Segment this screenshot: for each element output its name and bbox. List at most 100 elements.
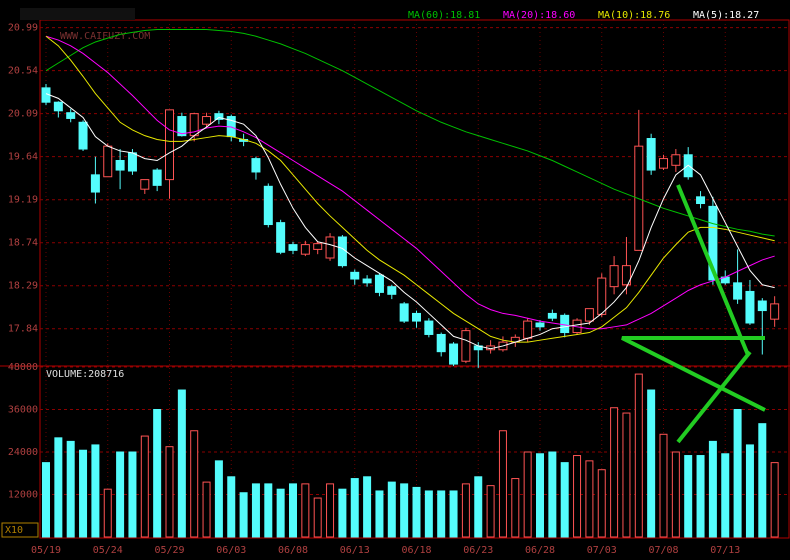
volume-bar xyxy=(202,481,211,538)
volume-bar xyxy=(251,483,260,538)
legend-entry: MA(60):18.81 xyxy=(408,10,480,21)
candle-body xyxy=(90,174,100,193)
x-tick-label: 06/03 xyxy=(216,545,246,556)
candle-body xyxy=(560,314,570,334)
volume-bar xyxy=(696,455,705,538)
volume-bar xyxy=(573,455,582,538)
y-tick-label: 19.64 xyxy=(8,152,38,163)
legend-entry: MA(10):18.76 xyxy=(598,10,670,21)
y-tick-label: 18.74 xyxy=(8,238,38,249)
redacted-title xyxy=(20,8,135,20)
volume-bar xyxy=(264,483,273,538)
candle-body xyxy=(708,205,718,281)
candle-body xyxy=(374,274,384,293)
candle-body xyxy=(140,179,150,190)
candle-body xyxy=(53,101,63,112)
volume-bar xyxy=(560,462,569,538)
volume-bar xyxy=(301,483,310,538)
volume-bar xyxy=(597,469,606,538)
candle-body xyxy=(449,343,459,365)
volume-bar xyxy=(103,488,112,538)
candle-body xyxy=(288,244,298,251)
volume-bar xyxy=(511,478,520,538)
unit-box xyxy=(1,522,39,538)
x-tick-label: 06/23 xyxy=(463,545,493,556)
watermark: WWW.CAIFUZY.COM xyxy=(60,31,150,42)
candle-body xyxy=(387,286,397,295)
volume-bar xyxy=(66,440,75,538)
volume-bar xyxy=(387,481,396,538)
candle-body xyxy=(733,282,743,300)
volume-bar xyxy=(400,483,409,538)
candle-body xyxy=(263,185,273,226)
volume-bar xyxy=(140,435,149,538)
volume-bar xyxy=(412,486,421,538)
volume-bar xyxy=(79,449,88,538)
volume-bar xyxy=(177,389,186,538)
y-tick-label: 20.99 xyxy=(8,23,38,34)
candle-body xyxy=(300,244,310,255)
candle-body xyxy=(535,322,545,328)
volume-bar xyxy=(424,490,433,538)
volume-bar xyxy=(363,476,372,538)
volume-bar xyxy=(214,460,223,538)
volume-bar xyxy=(733,409,742,538)
candle-body xyxy=(745,290,755,324)
ma-line xyxy=(45,93,775,350)
volume-bar xyxy=(116,451,125,538)
candle-body xyxy=(325,236,335,259)
volume-bar xyxy=(42,462,50,538)
y-tick-label: 19.19 xyxy=(8,195,38,206)
volume-bar xyxy=(313,497,322,538)
candle-body xyxy=(362,278,372,284)
x-tick-label: 06/13 xyxy=(340,545,370,556)
y-tick-label: 18.29 xyxy=(8,281,38,292)
volume-bar xyxy=(523,451,532,538)
volume-bar xyxy=(474,476,483,538)
legend-entry: MA(20):18.60 xyxy=(503,10,575,21)
annotation-stroke xyxy=(676,184,750,356)
candle-body xyxy=(103,145,113,178)
candle-body xyxy=(646,138,656,171)
volume-bar xyxy=(585,460,594,538)
x-tick-label: 07/13 xyxy=(710,545,740,556)
candle-body xyxy=(659,158,668,169)
volume-bar xyxy=(684,455,693,538)
x-tick-label: 05/19 xyxy=(31,545,61,556)
candle-body xyxy=(696,196,706,205)
candle-body xyxy=(214,113,224,120)
ma-line xyxy=(45,35,775,343)
volume-bar xyxy=(634,373,643,538)
x-tick-label: 05/29 xyxy=(154,545,184,556)
volume-bar xyxy=(622,412,631,538)
x-tick-label: 06/28 xyxy=(525,545,555,556)
volume-bar xyxy=(437,490,446,538)
volume-bar xyxy=(375,490,384,538)
volume-bar xyxy=(326,483,335,538)
candle-body xyxy=(609,265,619,288)
volume-bar xyxy=(190,430,199,538)
candle-body xyxy=(251,158,261,173)
candle-body xyxy=(424,320,434,335)
candle-body xyxy=(66,112,76,119)
candle-body xyxy=(597,277,607,315)
x-tick-label: 05/24 xyxy=(93,545,123,556)
y-tick-label: 36000 xyxy=(8,405,38,416)
volume-bar xyxy=(745,444,754,538)
candle-body xyxy=(412,312,421,322)
volume-bar xyxy=(659,433,668,538)
volume-bar xyxy=(498,430,507,538)
volume-label: VOLUME:208716 xyxy=(46,369,124,380)
candle-body xyxy=(671,154,681,166)
candle-body xyxy=(313,243,323,250)
y-tick-label: 17.84 xyxy=(8,324,38,335)
volume-bar xyxy=(239,492,248,538)
candle-body xyxy=(165,109,174,181)
candle-body xyxy=(152,169,162,186)
candle-body xyxy=(584,308,594,322)
y-tick-label: 48000 xyxy=(8,362,38,373)
volume-bar xyxy=(91,444,100,538)
volume-bar xyxy=(165,446,174,538)
candle-body xyxy=(337,236,347,267)
x-tick-label: 07/03 xyxy=(587,545,617,556)
